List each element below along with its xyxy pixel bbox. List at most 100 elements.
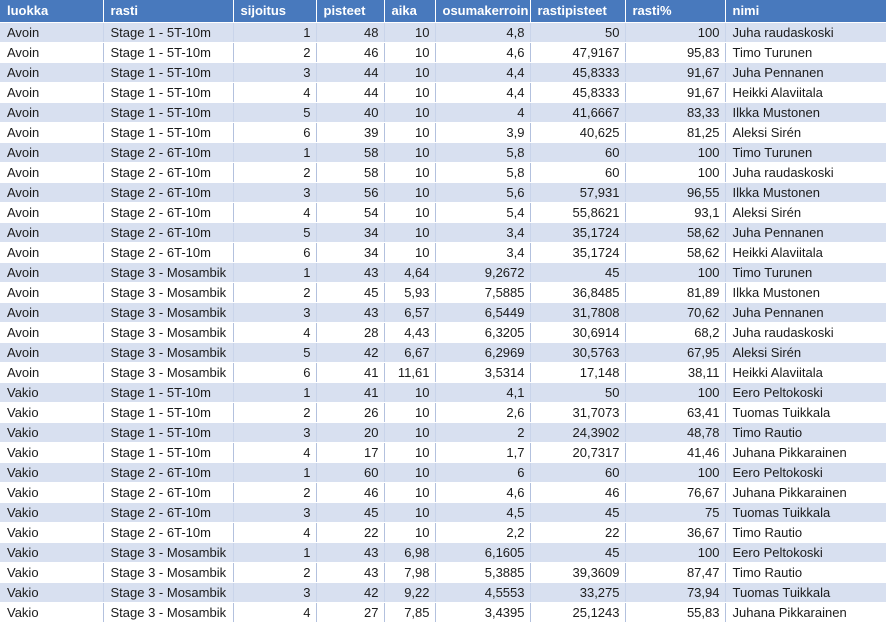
column-header-osumakerroin[interactable]: osumakerroin — [435, 0, 531, 23]
cell-rasti_pct[interactable]: 100 — [625, 22, 726, 43]
cell-pisteet[interactable]: 17 — [316, 442, 385, 463]
cell-osumakerroin[interactable]: 5,3885 — [435, 562, 531, 583]
cell-aika[interactable]: 10 — [384, 62, 436, 83]
cell-rastipisteet[interactable]: 60 — [530, 162, 626, 183]
cell-osumakerroin[interactable]: 4,1 — [435, 382, 531, 403]
cell-rastipisteet[interactable]: 55,8621 — [530, 202, 626, 223]
cell-nimi[interactable]: Juha raudaskoski — [725, 22, 886, 43]
cell-osumakerroin[interactable]: 4,4 — [435, 82, 531, 103]
cell-rasti_pct[interactable]: 95,83 — [625, 42, 726, 63]
cell-aika[interactable]: 10 — [384, 82, 436, 103]
cell-nimi[interactable]: Juha raudaskoski — [725, 162, 886, 183]
cell-pisteet[interactable]: 46 — [316, 42, 385, 63]
cell-nimi[interactable]: Heikki Alaviitala — [725, 242, 886, 263]
cell-nimi[interactable]: Eero Peltokoski — [725, 462, 886, 483]
cell-nimi[interactable]: Juha raudaskoski — [725, 322, 886, 343]
cell-luokka[interactable]: Avoin — [0, 142, 104, 163]
cell-nimi[interactable]: Juha Pennanen — [725, 222, 886, 243]
cell-rastipisteet[interactable]: 35,1724 — [530, 222, 626, 243]
cell-pisteet[interactable]: 43 — [316, 302, 385, 323]
cell-luokka[interactable]: Vakio — [0, 442, 104, 463]
cell-rastipisteet[interactable]: 25,1243 — [530, 602, 626, 622]
cell-nimi[interactable]: Eero Peltokoski — [725, 382, 886, 403]
cell-osumakerroin[interactable]: 3,4 — [435, 222, 531, 243]
cell-rasti_pct[interactable]: 76,67 — [625, 482, 726, 503]
cell-sijoitus[interactable]: 2 — [233, 562, 317, 583]
cell-rasti[interactable]: Stage 3 - Mosambik — [103, 582, 234, 603]
cell-luokka[interactable]: Avoin — [0, 222, 104, 243]
cell-rasti_pct[interactable]: 96,55 — [625, 182, 726, 203]
cell-osumakerroin[interactable]: 4,6 — [435, 42, 531, 63]
cell-rasti_pct[interactable]: 36,67 — [625, 522, 726, 543]
cell-rasti_pct[interactable]: 100 — [625, 162, 726, 183]
cell-rastipisteet[interactable]: 50 — [530, 22, 626, 43]
cell-nimi[interactable]: Ilkka Mustonen — [725, 182, 886, 203]
cell-osumakerroin[interactable]: 6,5449 — [435, 302, 531, 323]
cell-aika[interactable]: 6,67 — [384, 342, 436, 363]
cell-sijoitus[interactable]: 1 — [233, 22, 317, 43]
cell-luokka[interactable]: Avoin — [0, 262, 104, 283]
cell-nimi[interactable]: Timo Rautio — [725, 562, 886, 583]
cell-rastipisteet[interactable]: 20,7317 — [530, 442, 626, 463]
cell-rasti[interactable]: Stage 3 - Mosambik — [103, 282, 234, 303]
cell-pisteet[interactable]: 42 — [316, 582, 385, 603]
cell-rasti_pct[interactable]: 58,62 — [625, 242, 726, 263]
cell-rasti[interactable]: Stage 1 - 5T-10m — [103, 442, 234, 463]
cell-rasti_pct[interactable]: 91,67 — [625, 62, 726, 83]
cell-rasti_pct[interactable]: 41,46 — [625, 442, 726, 463]
cell-luokka[interactable]: Vakio — [0, 602, 104, 622]
cell-rasti[interactable]: Stage 1 - 5T-10m — [103, 22, 234, 43]
cell-pisteet[interactable]: 27 — [316, 602, 385, 622]
cell-rasti[interactable]: Stage 3 - Mosambik — [103, 542, 234, 563]
cell-osumakerroin[interactable]: 5,8 — [435, 142, 531, 163]
cell-pisteet[interactable]: 40 — [316, 102, 385, 123]
cell-pisteet[interactable]: 41 — [316, 362, 385, 383]
cell-sijoitus[interactable]: 1 — [233, 262, 317, 283]
cell-rasti_pct[interactable]: 87,47 — [625, 562, 726, 583]
cell-nimi[interactable]: Heikki Alaviitala — [725, 82, 886, 103]
cell-nimi[interactable]: Timo Turunen — [725, 142, 886, 163]
cell-luokka[interactable]: Avoin — [0, 282, 104, 303]
cell-rasti_pct[interactable]: 58,62 — [625, 222, 726, 243]
cell-nimi[interactable]: Tuomas Tuikkala — [725, 502, 886, 523]
cell-nimi[interactable]: Juhana Pikkarainen — [725, 442, 886, 463]
cell-pisteet[interactable]: 60 — [316, 462, 385, 483]
cell-osumakerroin[interactable]: 2 — [435, 422, 531, 443]
cell-aika[interactable]: 10 — [384, 422, 436, 443]
cell-pisteet[interactable]: 26 — [316, 402, 385, 423]
cell-rastipisteet[interactable]: 57,931 — [530, 182, 626, 203]
cell-rasti[interactable]: Stage 2 - 6T-10m — [103, 202, 234, 223]
cell-pisteet[interactable]: 45 — [316, 502, 385, 523]
cell-luokka[interactable]: Vakio — [0, 422, 104, 443]
cell-osumakerroin[interactable]: 4,4 — [435, 62, 531, 83]
cell-rasti_pct[interactable]: 81,25 — [625, 122, 726, 143]
cell-rasti[interactable]: Stage 3 - Mosambik — [103, 302, 234, 323]
cell-nimi[interactable]: Tuomas Tuikkala — [725, 402, 886, 423]
cell-sijoitus[interactable]: 4 — [233, 442, 317, 463]
cell-rastipisteet[interactable]: 45 — [530, 542, 626, 563]
cell-rasti[interactable]: Stage 1 - 5T-10m — [103, 62, 234, 83]
cell-osumakerroin[interactable]: 2,2 — [435, 522, 531, 543]
cell-rasti_pct[interactable]: 100 — [625, 462, 726, 483]
cell-sijoitus[interactable]: 4 — [233, 322, 317, 343]
cell-luokka[interactable]: Vakio — [0, 402, 104, 423]
cell-rasti[interactable]: Stage 1 - 5T-10m — [103, 422, 234, 443]
cell-rasti_pct[interactable]: 70,62 — [625, 302, 726, 323]
cell-sijoitus[interactable]: 3 — [233, 302, 317, 323]
cell-rasti[interactable]: Stage 2 - 6T-10m — [103, 482, 234, 503]
cell-aika[interactable]: 4,64 — [384, 262, 436, 283]
cell-rastipisteet[interactable]: 31,7073 — [530, 402, 626, 423]
cell-luokka[interactable]: Vakio — [0, 522, 104, 543]
cell-rasti[interactable]: Stage 2 - 6T-10m — [103, 222, 234, 243]
cell-aika[interactable]: 10 — [384, 22, 436, 43]
cell-osumakerroin[interactable]: 1,7 — [435, 442, 531, 463]
cell-rastipisteet[interactable]: 30,5763 — [530, 342, 626, 363]
cell-aika[interactable]: 7,85 — [384, 602, 436, 622]
cell-sijoitus[interactable]: 2 — [233, 482, 317, 503]
cell-pisteet[interactable]: 58 — [316, 162, 385, 183]
cell-rasti[interactable]: Stage 2 - 6T-10m — [103, 142, 234, 163]
cell-rasti[interactable]: Stage 3 - Mosambik — [103, 322, 234, 343]
cell-rastipisteet[interactable]: 45,8333 — [530, 62, 626, 83]
cell-rasti_pct[interactable]: 68,2 — [625, 322, 726, 343]
cell-rasti[interactable]: Stage 2 - 6T-10m — [103, 242, 234, 263]
